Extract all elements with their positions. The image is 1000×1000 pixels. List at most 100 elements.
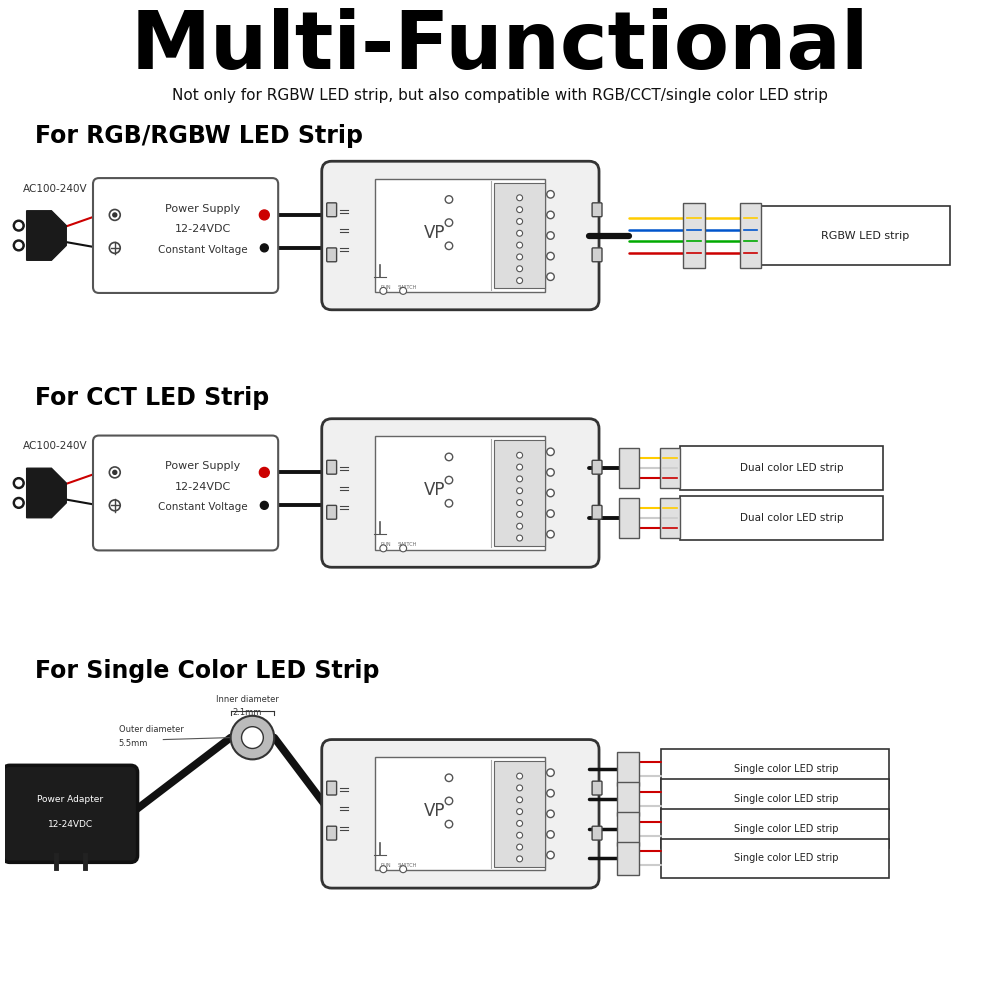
Circle shape: [517, 230, 523, 236]
Circle shape: [13, 478, 24, 489]
Circle shape: [547, 489, 554, 497]
FancyBboxPatch shape: [327, 781, 337, 795]
Circle shape: [517, 797, 523, 803]
Text: AC100-240V: AC100-240V: [23, 184, 87, 194]
FancyBboxPatch shape: [592, 826, 602, 840]
Circle shape: [517, 254, 523, 260]
Circle shape: [547, 769, 554, 776]
Text: Power Supply: Power Supply: [165, 461, 241, 471]
Circle shape: [445, 242, 453, 250]
Circle shape: [547, 530, 554, 538]
Circle shape: [231, 716, 274, 759]
FancyBboxPatch shape: [740, 203, 761, 268]
Text: Outer diameter: Outer diameter: [119, 725, 184, 734]
FancyBboxPatch shape: [619, 498, 639, 538]
FancyBboxPatch shape: [327, 460, 337, 474]
Circle shape: [16, 223, 22, 229]
Circle shape: [547, 510, 554, 517]
Text: RGBW LED strip: RGBW LED strip: [821, 231, 909, 241]
Text: Power Supply: Power Supply: [165, 204, 241, 214]
Text: Single color LED strip: Single color LED strip: [734, 794, 839, 804]
Circle shape: [517, 464, 523, 470]
Circle shape: [517, 820, 523, 826]
Circle shape: [517, 195, 523, 201]
Circle shape: [445, 500, 453, 507]
Text: Single color LED strip: Single color LED strip: [734, 853, 839, 863]
Text: Multi-Functional: Multi-Functional: [131, 8, 869, 86]
Text: VP: VP: [424, 481, 445, 499]
FancyBboxPatch shape: [375, 436, 545, 550]
Text: 12-24VDC: 12-24VDC: [175, 482, 231, 492]
FancyBboxPatch shape: [617, 752, 639, 786]
Circle shape: [547, 851, 554, 859]
Text: Power Adapter: Power Adapter: [37, 795, 103, 804]
Circle shape: [517, 844, 523, 850]
Circle shape: [16, 242, 22, 248]
Circle shape: [13, 240, 24, 251]
FancyBboxPatch shape: [761, 206, 950, 265]
Circle shape: [445, 797, 453, 805]
Circle shape: [109, 242, 120, 253]
Circle shape: [259, 210, 269, 220]
FancyBboxPatch shape: [619, 448, 639, 488]
Text: 12-24VDC: 12-24VDC: [175, 224, 231, 234]
Circle shape: [445, 219, 453, 226]
Circle shape: [113, 470, 117, 474]
FancyBboxPatch shape: [617, 812, 639, 846]
FancyBboxPatch shape: [683, 203, 705, 268]
FancyBboxPatch shape: [592, 203, 602, 217]
FancyBboxPatch shape: [660, 498, 680, 538]
Text: Dual color LED strip: Dual color LED strip: [740, 513, 844, 523]
Circle shape: [517, 452, 523, 458]
FancyBboxPatch shape: [93, 436, 278, 550]
Circle shape: [445, 196, 453, 203]
Circle shape: [547, 469, 554, 476]
Circle shape: [109, 467, 120, 478]
Text: Inner diameter: Inner diameter: [216, 695, 279, 704]
Circle shape: [400, 866, 407, 873]
Text: Constant Voltage: Constant Voltage: [158, 245, 248, 255]
FancyBboxPatch shape: [327, 248, 337, 262]
FancyBboxPatch shape: [617, 782, 639, 816]
Text: RUN: RUN: [380, 863, 391, 868]
Circle shape: [113, 213, 117, 217]
FancyBboxPatch shape: [592, 460, 602, 474]
Circle shape: [517, 242, 523, 248]
FancyBboxPatch shape: [661, 809, 889, 848]
Circle shape: [260, 244, 268, 252]
Circle shape: [517, 476, 523, 482]
FancyBboxPatch shape: [592, 248, 602, 262]
Circle shape: [517, 535, 523, 541]
Circle shape: [547, 831, 554, 838]
Circle shape: [16, 480, 22, 486]
Text: 2.1mm: 2.1mm: [233, 708, 262, 717]
Text: Single color LED strip: Single color LED strip: [734, 764, 839, 774]
Circle shape: [547, 252, 554, 260]
FancyBboxPatch shape: [494, 761, 545, 867]
Circle shape: [400, 545, 407, 552]
Circle shape: [547, 810, 554, 818]
Text: For Single Color LED Strip: For Single Color LED Strip: [35, 659, 379, 683]
Circle shape: [517, 809, 523, 815]
Circle shape: [445, 820, 453, 828]
Text: 5.5mm: 5.5mm: [119, 739, 148, 748]
Polygon shape: [27, 211, 66, 260]
FancyBboxPatch shape: [661, 839, 889, 878]
Circle shape: [109, 209, 120, 220]
Text: 12-24VDC: 12-24VDC: [48, 820, 93, 829]
Circle shape: [445, 476, 453, 484]
Text: SWITCH: SWITCH: [397, 285, 417, 290]
Circle shape: [517, 773, 523, 779]
Text: SWITCH: SWITCH: [397, 542, 417, 547]
Circle shape: [547, 191, 554, 198]
Circle shape: [109, 500, 120, 511]
Text: VP: VP: [424, 802, 445, 820]
Circle shape: [517, 266, 523, 272]
FancyBboxPatch shape: [322, 419, 599, 567]
Text: For RGB/RGBW LED Strip: For RGB/RGBW LED Strip: [35, 124, 363, 148]
Circle shape: [517, 207, 523, 213]
FancyBboxPatch shape: [93, 178, 278, 293]
FancyBboxPatch shape: [661, 779, 889, 819]
Circle shape: [445, 774, 453, 782]
Circle shape: [260, 501, 268, 509]
